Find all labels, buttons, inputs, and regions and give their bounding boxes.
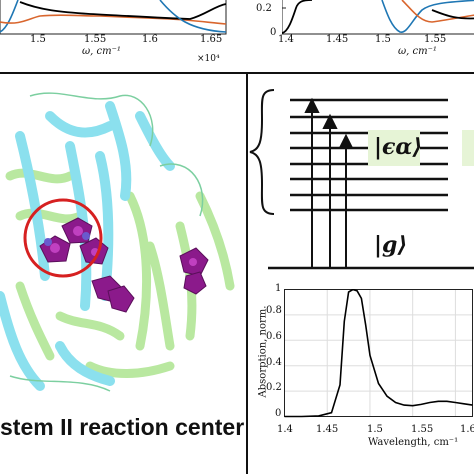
orange-series-line-right: [401, 0, 474, 23]
pigment-blue-rings: [44, 232, 90, 246]
top-right-ytick-1: 0.2: [256, 3, 272, 14]
absorption-xtick-5: 1.6: [460, 424, 474, 435]
top-right-xtick-4: 1.55: [424, 34, 447, 45]
excited-state-levels: [290, 98, 448, 212]
top-right-xtick-3: 1.5: [375, 34, 391, 45]
absorption-ytick-6: 0: [275, 408, 282, 419]
top-left-x-multiplier: ×10⁴: [197, 54, 220, 64]
green-protein-helices: [5, 168, 235, 378]
absorption-grid: [284, 289, 472, 416]
reaction-center-highlight-circle: [23, 198, 103, 278]
black-series-line: [19, 1, 227, 20]
absorption-plot-frame: [284, 289, 473, 417]
absorption-plot: [284, 289, 473, 418]
excitation-arrows: [304, 97, 354, 268]
top-right-xlabel: ω, cm⁻¹: [398, 46, 437, 57]
absorption-xtick-2: 1.45: [316, 424, 339, 435]
absorption-curve: [284, 289, 473, 418]
orange-series-line: [0, 14, 227, 25]
top-right-xtick-2: 1.45: [326, 34, 349, 45]
top-right-plot-frame: [282, 0, 474, 35]
panel-divider-horizontal: [0, 72, 474, 74]
top-right-plot: [282, 0, 474, 35]
absorption-ytick-3: 0.6: [266, 331, 282, 342]
absorption-ytick-1: 1: [275, 283, 282, 294]
top-left-xtick-4: 1.65: [200, 34, 223, 45]
top-left-xtick-3: 1.6: [142, 34, 158, 45]
absorption-ytick-2: 0.8: [266, 305, 282, 316]
blue-series-tail: [159, 0, 227, 33]
curly-brace: [249, 89, 275, 215]
top-left-xtick-1: 1.5: [30, 34, 46, 45]
top-right-ytick-2: 0: [270, 27, 277, 38]
top-right-xtick-1: 1.4: [278, 34, 294, 45]
structure-caption: stem II reaction center: [0, 414, 245, 440]
ground-state-label: |g⟩: [374, 232, 408, 258]
absorption-ytick-4: 0.4: [266, 357, 282, 368]
top-left-plot: [0, 0, 227, 35]
excited-state-label-box: [368, 130, 420, 166]
side-label-box: [462, 130, 474, 166]
top-left-xlabel: ω, cm⁻¹: [82, 46, 121, 57]
black-series-tail-right: [431, 9, 474, 20]
absorption-ytick-5: 0.2: [266, 382, 282, 393]
blue-series-line-right: [381, 0, 474, 33]
energy-level-diagram: [249, 89, 474, 270]
blue-series-line: [0, 0, 19, 33]
absorption-xtick-4: 1.55: [411, 424, 434, 435]
protein-loops: [9, 92, 204, 392]
black-series-line-right: [282, 0, 313, 34]
top-left-xtick-2: 1.55: [84, 34, 107, 45]
protein-structure-image: [0, 92, 235, 392]
excited-state-label: |ϵα⟩: [374, 134, 423, 160]
absorption-xtick-3: 1.5: [367, 424, 383, 435]
panel-divider-vertical: [246, 72, 248, 474]
absorption-xlabel: Wavelength, cm⁻¹: [368, 437, 459, 448]
absorption-xtick-1: 1.4: [277, 424, 293, 435]
